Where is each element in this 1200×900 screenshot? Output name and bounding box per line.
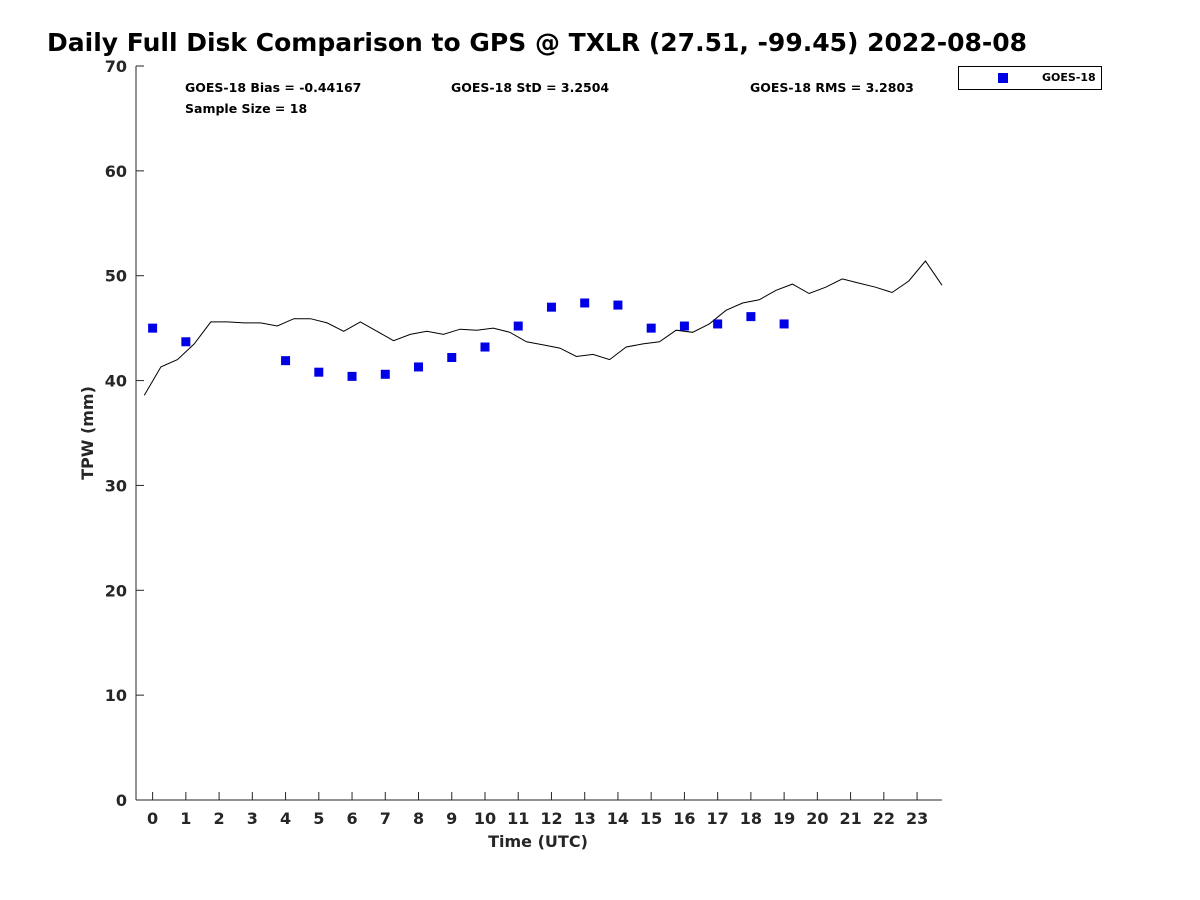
x-tick-label-16: 16 — [673, 809, 695, 828]
x-tick-label-2: 2 — [214, 809, 225, 828]
chart-title: Daily Full Disk Comparison to GPS @ TXLR… — [47, 28, 1028, 57]
goes18-point-0 — [148, 323, 158, 333]
y-tick-label-10: 10 — [105, 686, 127, 705]
x-tick-label-7: 7 — [380, 809, 391, 828]
goes18-marker-layer — [148, 298, 789, 381]
x-tick-label-15: 15 — [640, 809, 662, 828]
goes18-point-12 — [546, 302, 556, 312]
legend-marker-goes18 — [998, 73, 1008, 83]
x-tick-label-3: 3 — [247, 809, 258, 828]
goes18-point-10 — [480, 342, 490, 352]
goes18-point-5 — [314, 367, 324, 377]
stat-sample-size: Sample Size = 18 — [185, 101, 307, 116]
x-axis-label: Time (UTC) — [488, 832, 588, 851]
x-tick-label-10: 10 — [474, 809, 496, 828]
y-tick-label-20: 20 — [105, 581, 127, 600]
x-tick-label-8: 8 — [413, 809, 424, 828]
x-tick-label-12: 12 — [540, 809, 562, 828]
goes18-point-8 — [414, 362, 424, 372]
y-tick-label-0: 0 — [116, 791, 127, 810]
axes: 0 1 2 3 4 5 6 7 8 9 10 11 12 13 14 15 16 17 18 19 20 21 22 2301… — [105, 57, 942, 828]
x-tick-label-6: 6 — [346, 809, 357, 828]
goes18-point-11 — [513, 321, 523, 331]
goes18-point-9 — [447, 353, 457, 363]
goes18-point-17 — [713, 319, 723, 329]
stat-bias: GOES-18 Bias = -0.44167 — [185, 80, 361, 95]
goes18-point-18 — [746, 312, 756, 322]
goes18-point-7 — [380, 369, 390, 379]
goes18-point-14 — [613, 300, 623, 310]
x-tick-label-19: 19 — [773, 809, 795, 828]
goes18-point-13 — [580, 298, 590, 308]
x-tick-label-1: 1 — [180, 809, 191, 828]
x-tick-label-11: 11 — [507, 809, 529, 828]
x-tick-label-4: 4 — [280, 809, 291, 828]
y-tick-label-30: 30 — [105, 476, 127, 495]
x-tick-label-23: 23 — [906, 809, 928, 828]
y-axis-label: TPW (mm) — [78, 386, 97, 480]
x-tick-label-17: 17 — [707, 809, 729, 828]
x-tick-label-13: 13 — [574, 809, 596, 828]
y-tick-label-60: 60 — [105, 162, 127, 181]
x-tick-label-9: 9 — [446, 809, 457, 828]
goes18-point-15 — [646, 323, 656, 333]
goes18-point-6 — [347, 371, 357, 381]
x-tick-label-0: 0 — [147, 809, 158, 828]
x-tick-label-5: 5 — [313, 809, 324, 828]
goes18-point-4 — [281, 356, 291, 366]
gps-series-line — [143, 260, 943, 396]
goes18-point-19 — [779, 319, 789, 329]
x-tick-label-20: 20 — [806, 809, 828, 828]
y-tick-label-40: 40 — [105, 372, 127, 391]
goes18-point-1 — [181, 337, 191, 347]
gps-line-layer — [143, 260, 943, 396]
legend: GOES-18 — [958, 66, 1102, 90]
y-tick-label-50: 50 — [105, 267, 127, 286]
legend-label-goes18: GOES-18 — [1042, 71, 1096, 84]
x-tick-label-21: 21 — [839, 809, 861, 828]
x-tick-label-14: 14 — [607, 809, 629, 828]
x-tick-label-22: 22 — [873, 809, 895, 828]
x-tick-label-18: 18 — [740, 809, 762, 828]
goes18-point-16 — [679, 321, 689, 331]
stat-rms: GOES-18 RMS = 3.2803 — [750, 80, 914, 95]
legend-box — [958, 66, 1102, 90]
stat-std: GOES-18 StD = 3.2504 — [451, 80, 609, 95]
y-tick-label-70: 70 — [105, 57, 127, 76]
